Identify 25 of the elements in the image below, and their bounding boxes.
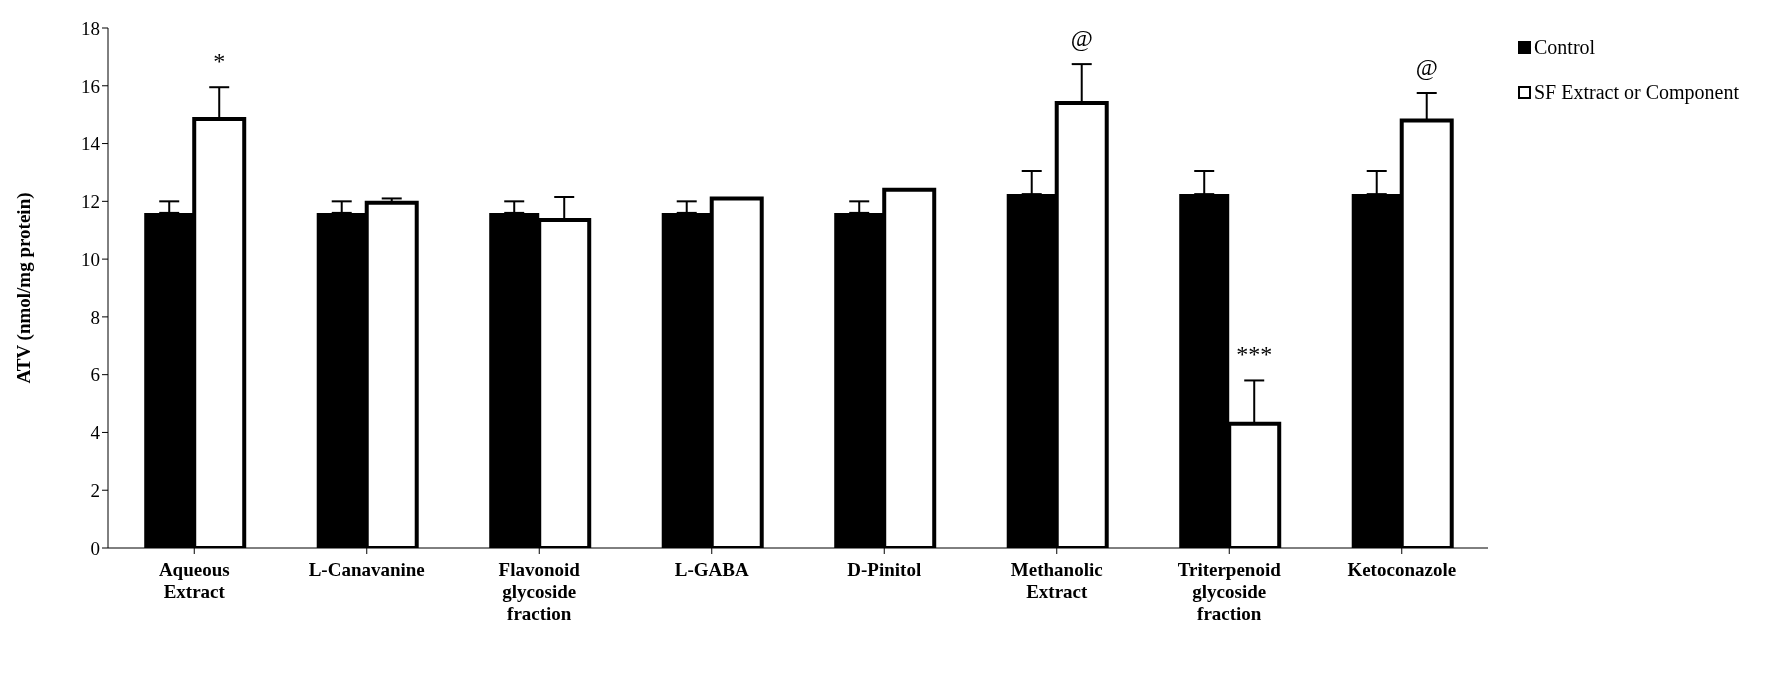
x-tick-label: L-Canavanine [308,559,425,580]
x-tick-label: Ketoconazole [1347,559,1457,580]
x-tick-label: Triterpenoid glycoside fraction [1177,559,1282,624]
y-tick-label: 16 [81,75,100,97]
annotation: @ [1070,24,1093,51]
y-tick-label: 2 [90,479,100,501]
annotation: @ [1415,53,1438,80]
x-tick-label: L-GABA [674,559,749,580]
x-tick-label: Flavonoid glycoside fraction [498,559,581,624]
y-axis-title: ATV (nmol/mg protein) [12,192,35,384]
y-tick-label: 0 [90,537,100,559]
annotation: * [213,47,226,74]
y-tick-label: 8 [90,306,100,328]
x-tick-label: D-Pinitol [847,559,922,580]
x-tick-label: Methanolic Extract [1010,559,1103,602]
legend-label: SF Extract or Component [1534,81,1739,104]
x-tick-label: Aqueous Extract [158,559,230,602]
y-tick-label: 14 [81,133,101,155]
legend-label: Control [1534,36,1596,59]
y-tick-label: 18 [81,17,100,39]
y-tick-label: 4 [90,422,101,444]
y-tick-label: 12 [81,191,100,213]
y-tick-label: 6 [90,364,100,386]
y-tick-label: 10 [81,248,100,270]
annotation: *** [1236,340,1273,367]
